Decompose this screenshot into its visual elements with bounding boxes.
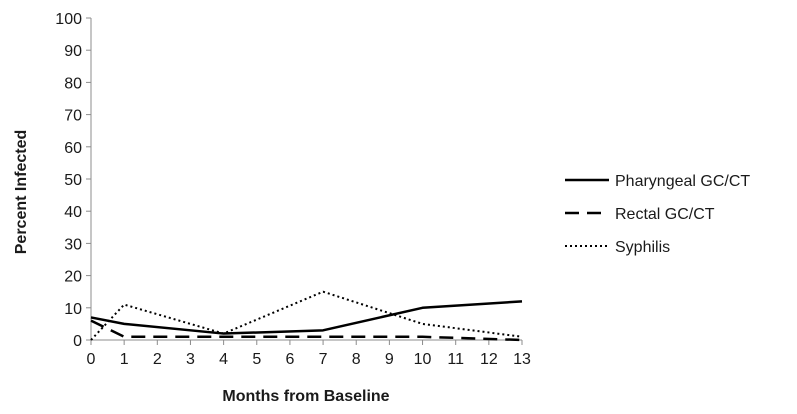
y-tick-label: 100 [55,11,82,28]
legend-label-rectal-gc-ct: Rectal GC/CT [615,206,715,223]
x-tick-label: 0 [87,351,96,368]
y-tick-label: 80 [64,75,82,92]
x-tick-label: 13 [513,351,531,368]
axes [90,18,522,341]
series-line-syphilis [90,290,523,341]
y-tick-label: 30 [64,236,82,253]
series-line-pharyngeal-gc-ct [90,300,523,335]
series-lines [90,290,523,342]
y-tick-label: 70 [64,108,82,125]
y-tick-label: 60 [64,140,82,157]
y-ticks: 0 10 20 30 40 50 60 70 80 90 100 [55,11,91,350]
x-tick-label: 11 [447,351,464,368]
y-tick-label: 50 [64,172,82,189]
x-tick-label: 1 [120,351,129,368]
x-tick-label: 2 [153,351,162,368]
legend-label-pharyngeal-gc-ct: Pharyngeal GC/CT [615,173,750,190]
y-axis-title: Percent Infected [13,130,30,254]
x-axis-title: Months from Baseline [222,388,389,405]
x-tick-label: 8 [352,351,361,368]
legend: Pharyngeal GC/CT Rectal GC/CT Syphilis [565,173,750,256]
y-tick-label: 0 [73,333,82,350]
y-tick-label: 90 [64,43,82,60]
y-tick-label: 20 [64,269,82,286]
series-line-rectal-gc-ct [90,319,523,342]
x-tick-label: 10 [414,351,432,368]
x-tick-label: 7 [319,351,328,368]
x-tick-label: 6 [285,351,294,368]
y-tick-label: 40 [64,204,82,221]
y-tick-label: 10 [64,301,82,318]
x-tick-label: 5 [252,351,261,368]
x-tick-label: 4 [219,351,228,368]
x-ticks: 0 1 2 3 4 5 6 7 8 9 10 11 12 13 [87,340,531,368]
x-tick-label: 3 [186,351,195,368]
legend-label-syphilis: Syphilis [615,239,670,256]
x-tick-label: 9 [385,351,394,368]
x-tick-label: 12 [480,351,498,368]
